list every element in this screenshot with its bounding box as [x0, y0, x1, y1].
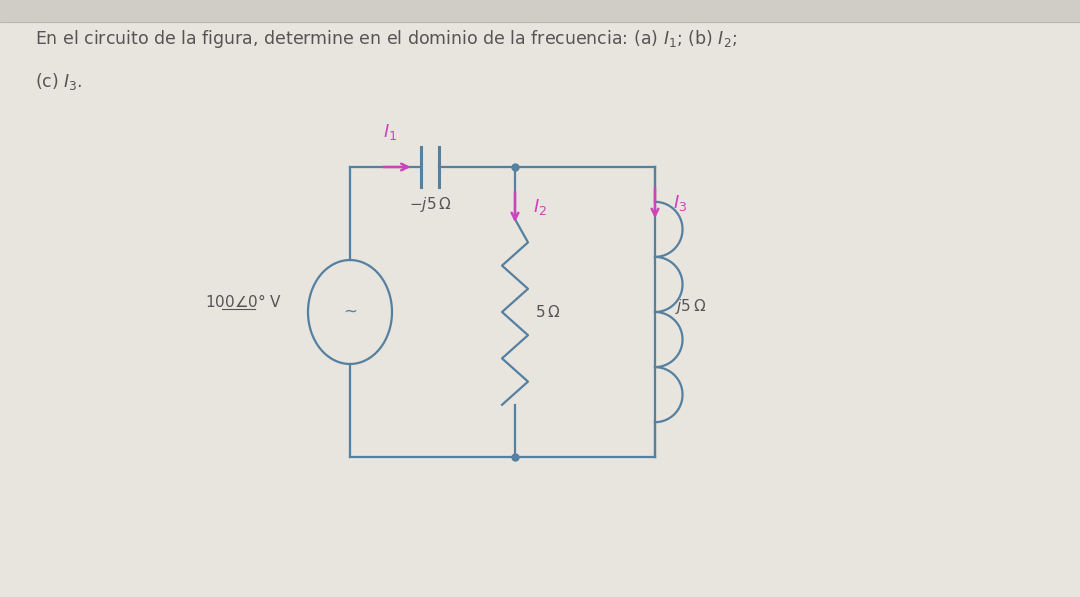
Text: $I_3$: $I_3$ — [673, 193, 687, 213]
Text: $5\,\Omega$: $5\,\Omega$ — [535, 304, 561, 320]
Text: (c) $I_3$.: (c) $I_3$. — [35, 72, 83, 93]
Text: 100$\angle$0° V: 100$\angle$0° V — [205, 294, 282, 310]
Text: ~: ~ — [343, 303, 357, 321]
Text: $I_2$: $I_2$ — [534, 197, 548, 217]
Text: $I_1$: $I_1$ — [383, 122, 397, 142]
Text: $-j5\,\Omega$: $-j5\,\Omega$ — [409, 195, 451, 214]
Text: En el circuito de la figura, determine en el dominio de la frecuencia: (a) $I_1$: En el circuito de la figura, determine e… — [35, 28, 737, 50]
Text: $j5\,\Omega$: $j5\,\Omega$ — [675, 297, 706, 316]
